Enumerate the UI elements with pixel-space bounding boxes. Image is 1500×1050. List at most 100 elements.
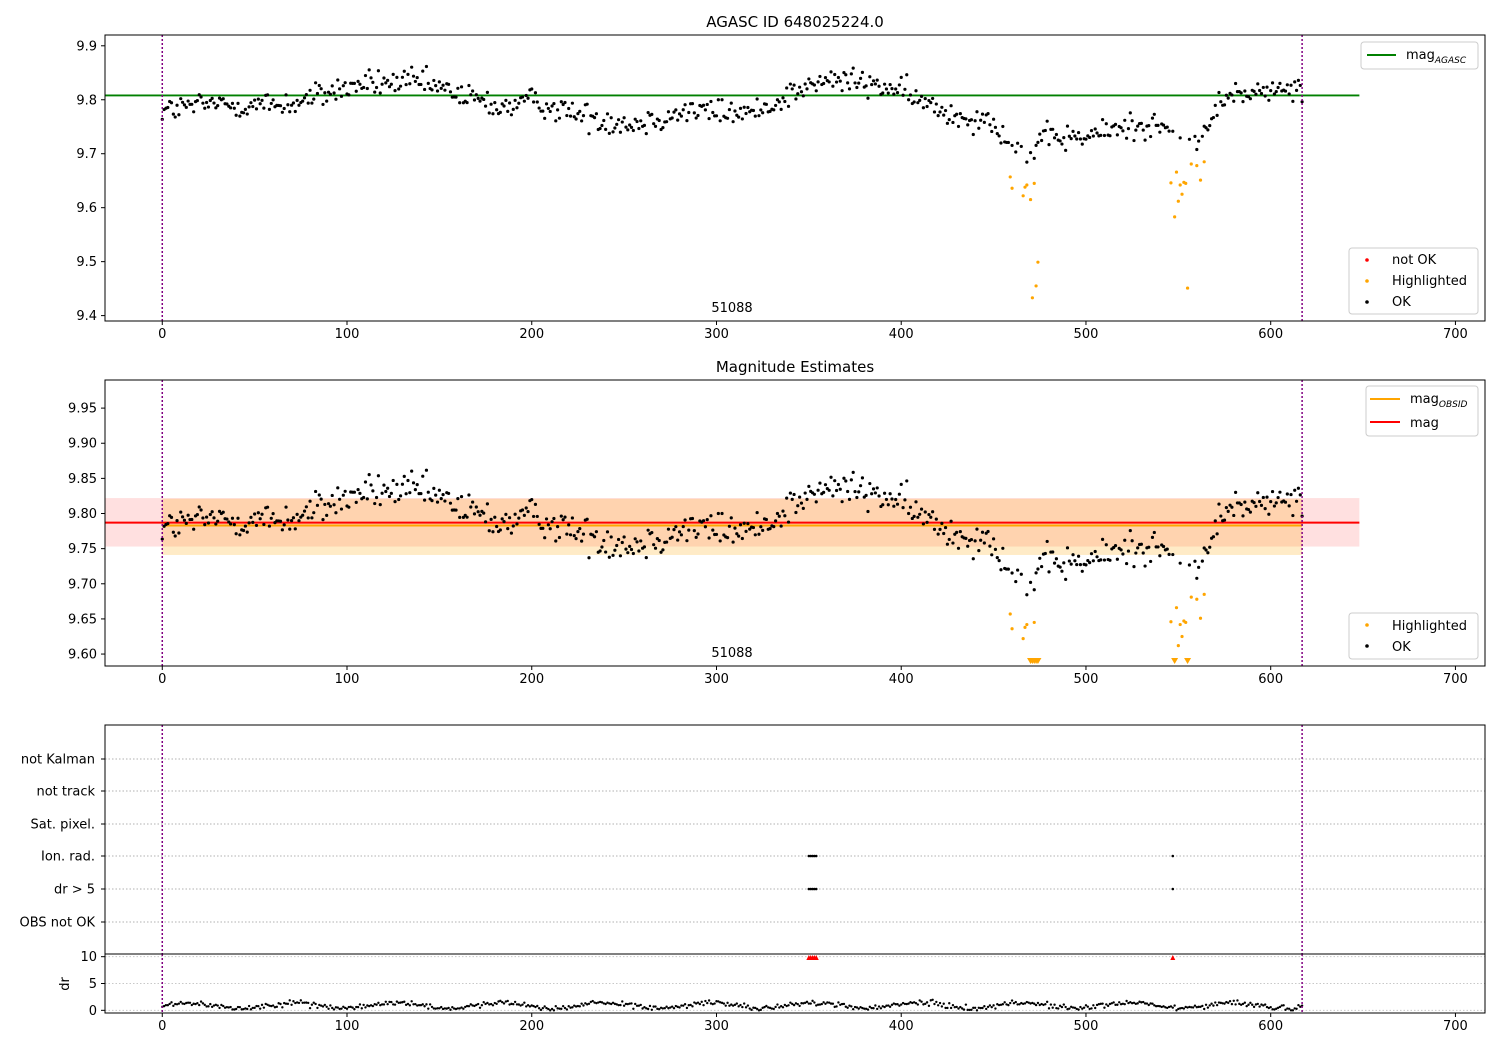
ok-point (1069, 137, 1073, 141)
ok-point (249, 515, 253, 519)
ok-point (958, 529, 962, 534)
dr-point (754, 1006, 757, 1010)
ok-point (175, 519, 179, 523)
ok-point (1278, 81, 1282, 85)
dr-point (1193, 1004, 1197, 1007)
highlighted-point (1173, 215, 1177, 219)
ok-point (637, 126, 641, 131)
dr-point (1058, 1004, 1062, 1008)
ok-point (626, 551, 630, 555)
highlighted-point (1008, 175, 1012, 179)
ok-point (905, 73, 909, 77)
dr-point (1127, 1001, 1130, 1005)
ok-point (393, 500, 397, 504)
dr-point (622, 1004, 626, 1007)
ok-point (526, 509, 530, 514)
dr-point (1119, 1002, 1123, 1006)
ok-point (759, 108, 763, 112)
ok-point (531, 100, 536, 104)
ok-point (195, 99, 199, 103)
ok-point (840, 89, 844, 93)
ok-point (823, 483, 828, 487)
dr-point (449, 1008, 452, 1011)
dr-point (331, 1006, 334, 1010)
ok-point (548, 109, 552, 114)
ok-point (834, 80, 839, 84)
ok-point (986, 529, 990, 534)
ok-point (1062, 136, 1066, 140)
dr-point (530, 1004, 533, 1007)
dr-point (689, 1003, 692, 1007)
dr-point (839, 1003, 842, 1007)
ok-point (977, 126, 981, 130)
dr-point (290, 1003, 293, 1007)
dr-point (543, 1005, 546, 1008)
ok-point (1036, 140, 1040, 144)
ok-point (482, 511, 486, 515)
dr-point (661, 1007, 665, 1010)
ok-point (544, 102, 549, 106)
ok-point (1047, 570, 1051, 574)
x-tick-label: 0 (158, 672, 166, 687)
ok-point (1060, 569, 1064, 573)
dr-point (275, 1005, 279, 1009)
dr-point (885, 1004, 888, 1007)
dr-point (560, 1007, 563, 1011)
ok-point (1204, 126, 1208, 130)
ok-point (197, 505, 201, 509)
ok-point (1045, 539, 1049, 544)
ok-point (406, 478, 410, 483)
ok-point (1267, 98, 1271, 102)
dr-point (990, 1005, 993, 1009)
ok-point (493, 101, 497, 105)
dr-point (382, 1003, 386, 1006)
dr-point (709, 1002, 713, 1005)
ok-point (594, 112, 599, 116)
dr-point (693, 1001, 696, 1004)
ok-point (827, 80, 831, 84)
x-tick-label: 200 (519, 327, 544, 342)
ok-point (382, 76, 386, 80)
ok-point (995, 556, 999, 560)
ok-point (665, 540, 669, 544)
highlighted-point (1195, 597, 1199, 601)
ok-point (742, 521, 746, 525)
dr-point (722, 1002, 726, 1005)
ok-point (977, 549, 981, 553)
dr-point (1047, 1007, 1051, 1010)
ok-point (805, 87, 809, 91)
dr-point (1099, 1002, 1102, 1006)
dr-point (284, 1002, 288, 1005)
dr-point (755, 1007, 759, 1011)
ok-point (249, 101, 253, 105)
ok-point (550, 104, 554, 108)
ok-point (642, 545, 647, 549)
ok-point (755, 510, 759, 515)
ok-point (271, 98, 275, 102)
dr-point (794, 1002, 798, 1005)
dr-point (408, 1004, 412, 1007)
ok-point (1215, 113, 1219, 117)
ok-point (757, 532, 761, 536)
ok-point (1108, 134, 1112, 138)
ok-point (1156, 545, 1160, 549)
ok-point (942, 531, 946, 536)
ok-point (884, 87, 889, 91)
ok-point (796, 504, 800, 508)
ok-point (990, 553, 994, 557)
dr-point (1186, 1006, 1189, 1009)
dr-point (1167, 1005, 1171, 1009)
dr-point (198, 1003, 201, 1007)
ok-point (177, 531, 181, 535)
ok-point (1125, 136, 1129, 140)
dr-point (994, 1007, 997, 1010)
ok-point (611, 553, 615, 557)
dr-point (1295, 1007, 1298, 1010)
dr-point (833, 1005, 836, 1009)
highlighted-point (1021, 636, 1025, 641)
dr-point (506, 999, 509, 1003)
ok-point (955, 112, 959, 116)
ok-point (517, 101, 521, 105)
ok-point (1126, 549, 1131, 553)
ok-point (772, 108, 776, 112)
